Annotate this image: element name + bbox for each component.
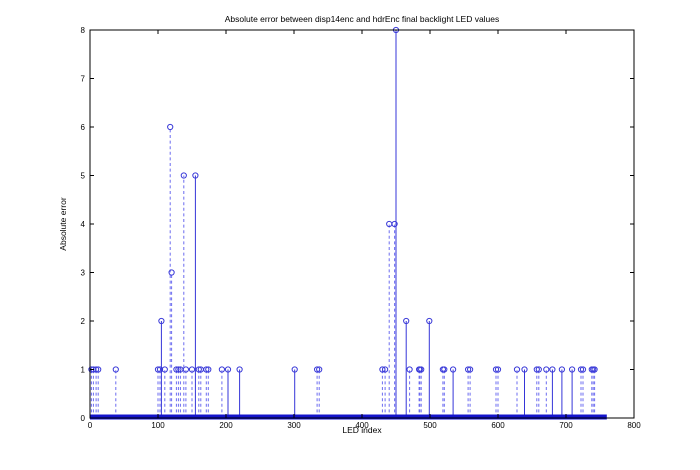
stem-marker [218, 366, 225, 373]
y-tick-label: 4 [81, 220, 86, 229]
y-tick-label: 2 [81, 317, 86, 326]
stem-marker [224, 366, 232, 373]
y-tick-label: 7 [81, 75, 86, 84]
stem-marker [180, 172, 187, 179]
x-tick-label: 300 [287, 421, 301, 430]
stem-marker [379, 366, 386, 373]
stem-marker [465, 366, 472, 373]
stem-marker [467, 366, 474, 373]
plot-dynamic-layer: 0 100 200 300 400 500 600 700 800 0 1 2 3 4 5 6 7 8 [81, 26, 642, 430]
stem-marker [158, 317, 165, 325]
stem-marker [173, 366, 180, 373]
stem-marker [579, 366, 587, 373]
stem-marker [391, 220, 398, 228]
stem-marker [558, 366, 566, 373]
stem-marker [492, 366, 500, 373]
stem-marker [406, 366, 413, 373]
stem-marker [549, 366, 556, 373]
chart-title: Absolute error between disp14enc and hdr… [225, 14, 500, 24]
stem-marker [521, 366, 528, 373]
x-tick-label: 400 [355, 421, 369, 430]
stem-marker [569, 366, 576, 373]
stem-marker [314, 366, 321, 373]
stem-marker [236, 366, 243, 373]
stem-marker [161, 366, 168, 373]
stem-marker [382, 366, 389, 373]
y-tick-label: 1 [81, 366, 86, 375]
stem-marker [188, 366, 196, 373]
y-tick-label: 0 [81, 414, 86, 423]
stem-marker [168, 269, 175, 276]
stem-marker [192, 172, 199, 179]
y-tick-label: 8 [81, 26, 86, 35]
stem-marker [195, 366, 202, 373]
stem-marker [441, 366, 448, 373]
y-tick-label: 6 [81, 123, 86, 132]
stem-marker [167, 123, 174, 131]
stem-marker [154, 366, 162, 373]
stem-marker [403, 317, 410, 325]
stem-marker [316, 366, 323, 373]
stem-marker [535, 366, 542, 373]
stem-marker [112, 366, 119, 373]
x-tick-label: 700 [559, 421, 573, 430]
x-tick-label: 100 [151, 421, 165, 430]
x-tick-label: 0 [88, 421, 93, 430]
stem-marker [543, 366, 550, 373]
stem-marker [577, 366, 585, 373]
x-axis-label: LED index [342, 425, 382, 435]
stem-marker [494, 366, 502, 373]
stem-marker [513, 366, 521, 373]
stem-marker [591, 366, 598, 373]
stem-marker [205, 366, 212, 373]
y-tick-label: 3 [81, 269, 86, 278]
stem-marker [426, 317, 433, 325]
stem-marker [533, 366, 540, 373]
x-tick-label: 500 [423, 421, 437, 430]
y-tick-label: 5 [81, 172, 86, 181]
y-axis-label: Absolute error [58, 197, 68, 251]
stem-marker [182, 366, 189, 373]
stem-marker [418, 366, 425, 373]
x-tick-label: 600 [491, 421, 505, 430]
stem-marker [95, 366, 102, 373]
stem-marker [175, 366, 182, 373]
stem-marker [291, 366, 298, 373]
stem-marker [203, 366, 210, 373]
x-tick-label: 800 [627, 421, 641, 430]
stem-marker [450, 366, 457, 373]
x-tick-label: 200 [219, 421, 233, 430]
